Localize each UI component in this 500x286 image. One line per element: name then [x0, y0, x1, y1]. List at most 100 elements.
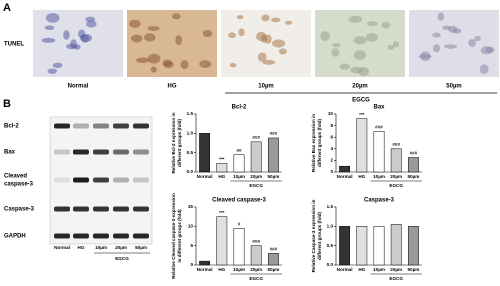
bar [390, 224, 402, 266]
y-tick-label: 0.0 [327, 262, 334, 267]
cell [339, 63, 351, 70]
x-tick-label: 20µm [250, 267, 262, 272]
blot-band [73, 206, 89, 212]
y-axis-label: different groups (fold) [317, 212, 322, 260]
blot-row-label: Bcl-2 [4, 124, 19, 130]
row-label: TUNEL [4, 42, 24, 48]
blot-row-label: Cleaved [4, 174, 27, 180]
group-label: EGCG [249, 183, 263, 188]
y-tick-label: 0 [330, 169, 333, 174]
cell [147, 26, 160, 31]
blot-band [93, 233, 109, 239]
blot-band [73, 123, 89, 129]
cell [147, 53, 161, 64]
significance-label: ### [375, 125, 383, 130]
y-axis-label: in different groups (fold) [177, 209, 182, 263]
x-tick-label: Normal [337, 267, 353, 272]
y-tick-label: 0.0 [187, 169, 194, 174]
x-tick-label: 20µm [390, 267, 402, 272]
significance-label: ### [252, 239, 260, 244]
cell [79, 33, 93, 42]
y-tick-label: 0 [190, 262, 193, 267]
blot-band [73, 177, 89, 183]
cell [320, 31, 330, 42]
cell [228, 32, 236, 39]
cell [366, 21, 379, 27]
panel-label: A [3, 2, 11, 14]
lane-label: Normal [54, 245, 70, 250]
group-label: EGCG [115, 256, 129, 261]
x-tick-label: 10µm [373, 267, 385, 272]
blot-band [133, 149, 149, 155]
cell [144, 33, 156, 42]
significance-label: *** [359, 112, 365, 117]
x-tick-label: 10µm [233, 267, 245, 272]
cell [433, 44, 441, 53]
significance-label: ### [270, 131, 278, 136]
cell [199, 60, 212, 68]
blot-band [133, 206, 149, 212]
group-label: EGCG [389, 183, 403, 188]
blot-band [113, 177, 129, 183]
micrographs [33, 10, 499, 77]
blot-band [73, 149, 89, 155]
cell [238, 28, 245, 37]
cell [136, 57, 150, 64]
bar [199, 133, 211, 173]
x-tick-label: HG [218, 267, 225, 272]
bar [199, 260, 211, 266]
cell [353, 50, 366, 60]
x-tick-label: Normal [197, 267, 213, 272]
cell [262, 59, 276, 65]
y-tick-label: 15 [188, 204, 194, 209]
x-tick-label: 10µm [233, 174, 245, 179]
chart-title: Bax [373, 105, 385, 111]
blot-row-label: GAPDH [4, 234, 26, 240]
image-label: 20µm [352, 84, 367, 90]
bar [339, 165, 351, 173]
image-label: HG [168, 84, 177, 90]
y-tick-label: 1.0 [187, 131, 194, 136]
x-tick-label: 50µm [407, 174, 419, 179]
micrograph [33, 10, 123, 77]
bar [356, 118, 368, 173]
significance-label: ### [252, 135, 260, 140]
cell [63, 30, 70, 40]
bar [267, 137, 279, 173]
significance-label: ### [392, 142, 400, 147]
x-tick-label: 50µm [407, 267, 419, 272]
cell [331, 48, 340, 57]
cell [171, 13, 181, 20]
bar [233, 154, 245, 173]
y-axis-label: different groups (fold) [177, 119, 182, 167]
cell [150, 66, 157, 73]
chart-title: Cleaved caspase-3 [212, 198, 266, 204]
image-label: 50µm [446, 84, 461, 90]
bar [407, 157, 419, 173]
bar [233, 228, 245, 266]
image-label: 10µm [258, 84, 273, 90]
bar [356, 226, 368, 266]
group-label: EGCG [352, 98, 370, 104]
bar [373, 226, 385, 266]
cell [392, 41, 399, 48]
cell [163, 61, 174, 69]
y-tick-label: 8 [330, 123, 333, 128]
blot-band [54, 233, 70, 239]
bar [267, 253, 279, 266]
x-tick-label: HG [358, 267, 365, 272]
cell [264, 34, 272, 44]
blot-band [93, 177, 109, 183]
cell [44, 25, 55, 31]
significance-label: # [238, 221, 241, 226]
y-tick-label: 0.5 [327, 243, 334, 248]
cell [256, 31, 267, 42]
cell [474, 35, 481, 42]
bar [216, 163, 228, 173]
cell [271, 17, 281, 23]
lane-label: 10µm [95, 245, 107, 250]
x-tick-label: Normal [197, 174, 213, 179]
x-tick-label: 20µm [250, 174, 262, 179]
significance-label: *** [219, 210, 225, 215]
